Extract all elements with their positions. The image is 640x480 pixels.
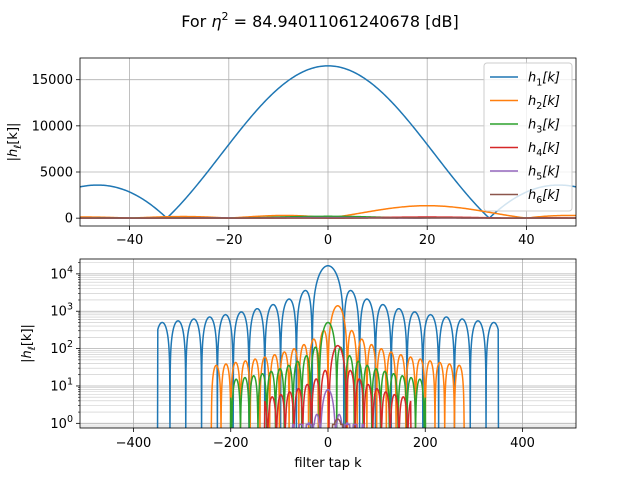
- top-x-tick-label: 20: [419, 233, 436, 248]
- bottom-y-tick-label: 104: [50, 264, 73, 282]
- title-value: = 84.94011061240678 [dB]: [228, 12, 458, 31]
- bottom-y-tick-label: 102: [50, 339, 73, 357]
- legend-label-1: h1[k]: [528, 71, 560, 89]
- top-x-tick-label: 40: [518, 233, 535, 248]
- title-eta: η: [211, 12, 221, 31]
- bottom-series-line-1: [156, 264, 500, 428]
- bottom-y-tick-label: 101: [50, 376, 73, 394]
- bottom-y-tick-label: 103: [50, 302, 73, 320]
- bottom-x-tick-label: 200: [413, 436, 438, 451]
- top-y-tick-label: 10000: [32, 119, 73, 134]
- legend-label-6: h6[k]: [528, 188, 560, 206]
- y-axis-label: |hℓ[k]|: [20, 324, 38, 363]
- x-axis-label: filter tap k: [294, 456, 362, 471]
- figure-title: For η2 = 84.94011061240678 [dB]: [181, 10, 458, 31]
- bottom-series-line-3: [229, 321, 427, 428]
- legend-label-3: h3[k]: [528, 118, 560, 136]
- bottom-series-line-4: [263, 344, 412, 428]
- legend-label-5: h5[k]: [528, 165, 560, 183]
- bottom-x-tick-label: −400: [116, 436, 152, 451]
- top-y-tick-label: 15000: [32, 73, 73, 88]
- legend-label-2: h2[k]: [528, 94, 560, 112]
- bottom-x-tick-label: 0: [324, 436, 332, 451]
- bottom-x-tick-label: 400: [510, 436, 535, 451]
- bottom-axes: −400 −200 0 200 400 100 101 102 103 104 |hℓ[k]| fil…: [20, 258, 577, 471]
- top-x-tick-label: −40: [116, 233, 143, 248]
- bottom-y-tick-label: 100: [50, 414, 73, 432]
- y-axis-label: |hℓ[k]|: [6, 123, 24, 162]
- bottom-series-line-5: [291, 388, 365, 428]
- top-x-tick-label: 0: [324, 233, 332, 248]
- top-x-tick-label: −20: [215, 233, 242, 248]
- top-axes: −40 −20 0 20 40 0 5000 10000 15000 |hℓ[k]| h1[k] h2…: [6, 57, 577, 248]
- top-y-tick-label: 5000: [40, 166, 73, 181]
- legend-label-4: h4[k]: [528, 141, 560, 159]
- top-series-line-1: [80, 65, 576, 220]
- bottom-x-tick-label: −200: [213, 436, 249, 451]
- title-exponent: 2: [221, 10, 228, 23]
- top-y-tick-label: 0: [65, 212, 73, 227]
- title-prefix: For: [181, 12, 211, 31]
